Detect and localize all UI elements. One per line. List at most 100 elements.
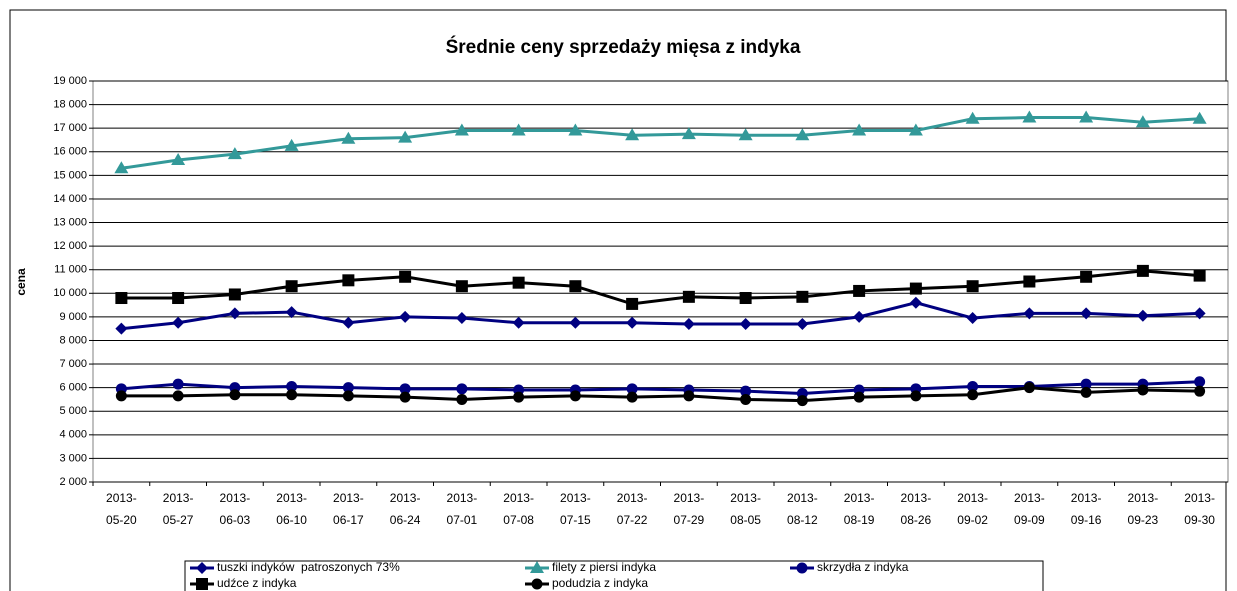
marker xyxy=(1080,378,1092,390)
x-tick-label: 2013-06-03 xyxy=(219,491,251,527)
marker xyxy=(115,292,128,305)
marker xyxy=(531,578,543,590)
marker xyxy=(114,161,129,174)
marker xyxy=(966,280,979,293)
x-tick-label: 2013-09-02 xyxy=(957,491,988,527)
marker xyxy=(910,390,922,402)
x-tick-label: 2013-05-27 xyxy=(162,491,194,527)
marker xyxy=(342,382,354,394)
marker xyxy=(796,395,808,407)
marker xyxy=(228,307,241,320)
marker xyxy=(196,578,208,590)
y-tick-label: 18 000 xyxy=(53,98,87,110)
y-tick-label: 5 000 xyxy=(59,405,87,417)
plot-area xyxy=(92,80,1229,483)
marker xyxy=(739,317,752,330)
marker xyxy=(399,310,412,323)
marker xyxy=(285,280,298,293)
x-tick-label: 2013-08-12 xyxy=(787,491,818,527)
marker xyxy=(399,391,411,403)
marker xyxy=(1136,309,1149,322)
marker xyxy=(681,127,696,140)
marker xyxy=(853,310,866,323)
marker xyxy=(115,390,127,402)
legend-label: filety z piersi indyka xyxy=(552,560,656,574)
marker xyxy=(796,290,809,303)
x-tick-label: 2013-08-05 xyxy=(730,491,761,527)
legend-label: udźce z indyka xyxy=(217,576,297,590)
marker xyxy=(795,128,810,141)
marker xyxy=(398,130,413,143)
marker xyxy=(853,284,866,297)
marker xyxy=(342,316,355,329)
y-tick-label: 16 000 xyxy=(53,146,87,158)
y-tick-label: 19 000 xyxy=(53,75,87,87)
marker xyxy=(1023,382,1035,394)
marker xyxy=(285,306,298,319)
x-tick-label: 2013-08-26 xyxy=(900,491,932,527)
x-tick-label: 2013-06-10 xyxy=(276,491,307,527)
marker xyxy=(796,317,809,330)
marker xyxy=(1193,307,1206,320)
marker xyxy=(966,312,979,325)
marker xyxy=(740,385,752,397)
marker xyxy=(625,128,640,141)
marker xyxy=(1135,115,1150,128)
y-tick-label: 2 000 xyxy=(59,476,87,488)
x-tick-label: 2013-09-30 xyxy=(1184,491,1215,527)
marker xyxy=(626,383,638,395)
legend-box xyxy=(184,560,1044,591)
marker xyxy=(512,316,525,329)
marker xyxy=(455,280,468,293)
x-tick-label: 2013-05-20 xyxy=(106,491,137,527)
marker xyxy=(455,312,468,325)
marker xyxy=(852,123,867,136)
series-line xyxy=(121,380,1200,396)
marker xyxy=(1080,386,1092,398)
series-line xyxy=(121,269,1200,306)
series-line xyxy=(121,301,1200,331)
marker xyxy=(172,316,185,329)
marker xyxy=(1079,110,1094,123)
marker xyxy=(1194,376,1206,388)
marker xyxy=(1080,307,1093,320)
y-tick-label: 10 000 xyxy=(53,287,87,299)
y-tick-label: 9 000 xyxy=(59,311,87,323)
marker xyxy=(1193,269,1206,282)
marker xyxy=(513,391,525,403)
marker xyxy=(399,270,412,283)
marker xyxy=(229,389,241,401)
marker xyxy=(1080,270,1093,283)
marker xyxy=(1023,307,1036,320)
marker xyxy=(512,276,525,289)
marker xyxy=(908,123,923,136)
marker xyxy=(1022,110,1037,123)
y-tick-label: 13 000 xyxy=(53,216,87,228)
y-tick-label: 14 000 xyxy=(53,193,87,205)
marker xyxy=(569,280,582,293)
marker xyxy=(172,292,185,305)
y-tick-label: 17 000 xyxy=(53,122,87,134)
marker xyxy=(682,317,695,330)
y-tick-label: 11 000 xyxy=(54,264,87,276)
y-tick-label: 4 000 xyxy=(59,429,87,441)
legend-label: skrzydła z indyka xyxy=(817,560,909,574)
marker xyxy=(683,390,695,402)
marker xyxy=(171,153,186,166)
marker xyxy=(626,297,639,310)
marker xyxy=(569,316,582,329)
marker xyxy=(1136,264,1149,277)
marker xyxy=(967,380,979,392)
marker xyxy=(682,290,695,303)
marker xyxy=(1192,111,1207,124)
marker xyxy=(1194,385,1206,397)
marker xyxy=(909,296,922,309)
x-tick-label: 2013-09-09 xyxy=(1014,491,1045,527)
x-tick-label: 2013-07-15 xyxy=(560,491,591,527)
marker xyxy=(967,389,979,401)
marker xyxy=(284,138,299,151)
y-tick-label: 12 000 xyxy=(53,240,87,252)
marker xyxy=(172,390,184,402)
marker xyxy=(740,393,752,405)
marker xyxy=(227,147,242,160)
